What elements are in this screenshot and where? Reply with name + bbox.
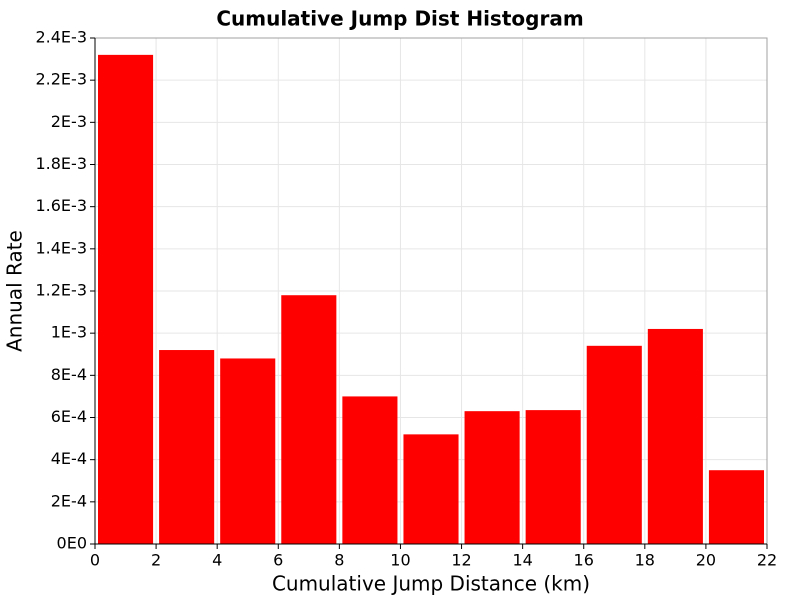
y-tick-label: 1.4E-3	[35, 238, 87, 257]
y-tick-label: 1.6E-3	[35, 196, 87, 215]
x-tick-label: 10	[390, 551, 410, 570]
y-axis-label: Annual Rate	[3, 230, 27, 352]
x-tick-label: 4	[212, 551, 222, 570]
histogram-bar	[220, 358, 276, 544]
y-tick-label: 1.8E-3	[35, 154, 87, 173]
histogram-bar	[708, 470, 764, 544]
y-tick-label: 2.2E-3	[35, 70, 87, 89]
x-tick-label: 14	[512, 551, 532, 570]
x-tick-label: 6	[273, 551, 283, 570]
histogram-bar	[647, 328, 703, 544]
y-tick-label: 1E-3	[51, 323, 87, 342]
histogram-bar	[403, 434, 459, 544]
y-tick-label: 0E0	[57, 534, 87, 553]
y-tick-label: 8E-4	[51, 365, 87, 384]
y-tick-label: 2E-3	[51, 112, 87, 131]
bars-group	[98, 54, 764, 544]
histogram-bar	[342, 396, 398, 544]
histogram-bar	[464, 411, 520, 544]
x-axis: 0 2 4 6 8 10 12 14 16 18 20 22	[90, 543, 777, 570]
x-axis-label: Cumulative Jump Distance (km)	[272, 572, 590, 596]
histogram-bar	[281, 295, 337, 544]
y-axis: 0E0 2E-4 4E-4 6E-4 8E-4 1E-3 1.2E-3 1.4E-3 1.6E-…	[35, 28, 96, 553]
x-tick-label: 2	[151, 551, 161, 570]
y-tick-label: 2E-4	[51, 491, 87, 510]
chart-title: Cumulative Jump Dist Histogram	[216, 7, 583, 31]
y-tick-label: 6E-4	[51, 407, 87, 426]
histogram-bar	[159, 350, 215, 544]
x-tick-label: 8	[334, 551, 344, 570]
y-tick-label: 1.2E-3	[35, 281, 87, 300]
histogram-bar	[586, 345, 642, 544]
x-tick-label: 20	[696, 551, 716, 570]
x-tick-label: 18	[635, 551, 655, 570]
x-tick-label: 0	[90, 551, 100, 570]
y-tick-label: 4E-4	[51, 449, 87, 468]
x-tick-label: 22	[757, 551, 777, 570]
x-tick-label: 16	[574, 551, 594, 570]
histogram-bar	[525, 410, 581, 544]
y-tick-label: 2.4E-3	[35, 28, 87, 47]
histogram-bar	[98, 54, 154, 544]
x-tick-label: 12	[451, 551, 471, 570]
